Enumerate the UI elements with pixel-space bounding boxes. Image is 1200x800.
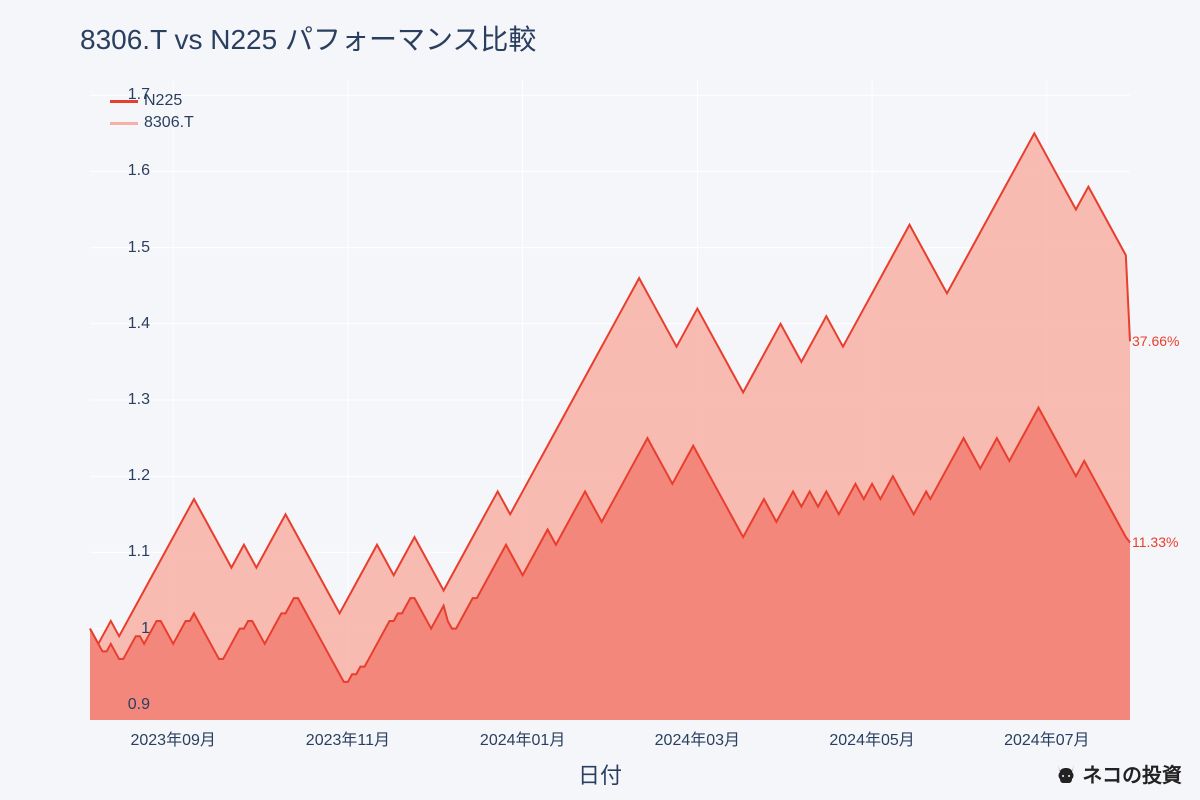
x-tick-label: 2024年07月 [1004,726,1089,750]
x-tick-label: 2023年09月 [130,726,215,750]
plot-area [90,80,1130,720]
y-tick-label: 1.4 [100,315,150,333]
x-tick-label: 2023年11月 [306,726,390,750]
legend-swatch [110,100,138,103]
y-tick-label: 1.2 [100,467,150,485]
y-tick-label: 0.9 [100,696,150,714]
chart-svg [90,80,1130,720]
cat-icon [1054,762,1078,786]
chart-title: 8306.T vs N225 パフォーマンス比較 [80,18,536,58]
legend-swatch [110,122,138,125]
y-tick-label: 1 [100,620,150,638]
watermark-text: ネコの投資 [1082,759,1182,788]
legend[interactable]: N225 8306.T [110,92,194,136]
legend-label: N225 [144,92,182,110]
x-tick-label: 2024年05月 [829,726,914,750]
x-tick-label: 2024年03月 [655,726,740,750]
end-label-8306.T: 37.66% [1132,333,1179,349]
end-label-N225: 11.33% [1132,534,1178,550]
x-tick-label: 2024年01月 [480,726,565,750]
legend-label: 8306.T [144,114,194,132]
legend-item-N225[interactable]: N225 [110,92,194,110]
y-tick-label: 1.1 [100,543,150,561]
x-axis-label: 日付 [578,758,622,790]
y-tick-label: 1.6 [100,162,150,180]
legend-item-8306.T[interactable]: 8306.T [110,114,194,132]
y-tick-label: 1.5 [100,239,150,257]
watermark: ネコの投資 [1054,759,1182,788]
y-tick-label: 1.3 [100,391,150,409]
